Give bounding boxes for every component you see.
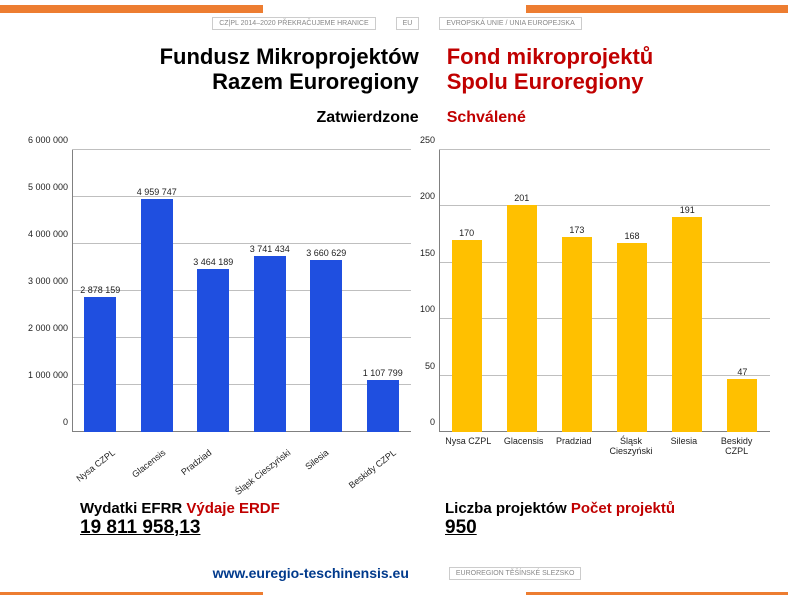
title-pl-1: Fundusz Mikroprojektów	[0, 44, 419, 69]
chart-projects: 050100150200250 17020117316819147 Nysa C…	[415, 150, 774, 490]
title-right: Fond mikroprojektů Spolu Euroregiony Sch…	[437, 44, 794, 127]
bar-group: 47	[727, 150, 757, 432]
y-tick: 3 000 000	[28, 276, 68, 286]
x-category-label: Nysa CZPL	[445, 432, 491, 490]
summary-left-value: 19 811 958,13	[80, 517, 415, 539]
x-category-label: Silesia	[671, 432, 698, 490]
bar-value-label: 3 660 629	[306, 248, 346, 258]
y-tick: 150	[420, 248, 435, 258]
bar-group: 170	[452, 150, 482, 432]
sum-right-pl: Liczba projektów	[445, 500, 567, 517]
x-category-label: Beskidy CZPL	[710, 432, 764, 490]
bar	[254, 256, 286, 432]
title-left: Fundusz Mikroprojektów Razem Euroregiony…	[0, 44, 437, 127]
footer-url: www.euregio-teschinensis.eu	[213, 565, 409, 581]
bar-value-label: 1 107 799	[363, 368, 403, 378]
bar-group: 168	[617, 150, 647, 432]
bar-group: 4 959 747	[141, 150, 173, 432]
bar	[452, 240, 482, 432]
bar	[141, 199, 173, 432]
bar-group: 3 660 629	[310, 150, 342, 432]
bar	[672, 217, 702, 432]
y-tick: 250	[420, 135, 435, 145]
logo-eu-flag: EU	[396, 17, 420, 30]
summary-left: Wydatki EFRR Výdaje ERDF 19 811 958,13	[20, 500, 415, 539]
bar-value-label: 201	[514, 193, 529, 203]
bar-value-label: 4 959 747	[137, 187, 177, 197]
bar	[507, 205, 537, 432]
x-category-label: Śląsk Cieszyński	[604, 432, 658, 490]
y-axis: 0 1 000 000 2 000 000 3 000 000 4 000 000 5 0…	[20, 150, 72, 432]
x-category-label: Glacensis	[504, 432, 544, 490]
sum-left-cz: Výdaje ERDF	[186, 500, 279, 517]
x-labels: Nysa CZPLGlacensisPradziadŚląsk Cieszyńs…	[72, 432, 411, 490]
bar-value-label: 47	[737, 367, 747, 377]
bar-value-label: 191	[680, 205, 695, 215]
x-category-label: Pradziad	[556, 432, 592, 490]
title-row: Fundusz Mikroprojektów Razem Euroregiony…	[0, 44, 794, 127]
bar-value-label: 2 878 159	[80, 285, 120, 295]
title-pl-2: Razem Euroregiony	[0, 69, 419, 94]
chart-expenditure: 0 1 000 000 2 000 000 3 000 000 4 000 000 5 0…	[20, 150, 415, 490]
sum-left-pl: Wydatki EFRR	[80, 500, 182, 517]
bar-group: 2 878 159	[84, 150, 116, 432]
summary-right-title: Liczba projektów Počet projektů	[445, 500, 774, 517]
bar-value-label: 170	[459, 228, 474, 238]
y-tick: 0	[430, 417, 435, 427]
header-logos: CZ|PL 2014–2020 PŘEKRAČUJEME HRANICE EU …	[0, 10, 794, 36]
bar-group: 1 107 799	[367, 150, 399, 432]
y-tick: 1 000 000	[28, 370, 68, 380]
bars: 170 201 173 168 191 47	[439, 150, 770, 432]
bar	[84, 297, 116, 432]
subtitle-pl: Zatwierdzone	[0, 109, 419, 127]
bar-value-label: 173	[569, 225, 584, 235]
y-tick: 4 000 000	[28, 229, 68, 239]
y-tick: 50	[425, 361, 435, 371]
bar	[367, 380, 399, 432]
bar-value-label: 3 741 434	[250, 244, 290, 254]
bar	[727, 379, 757, 432]
summary-right: Liczba projektów Počet projektů 950	[415, 500, 774, 539]
plot-area: 170 201 173 168 191 47	[439, 150, 770, 432]
y-tick: 0	[63, 417, 68, 427]
bars: 2 878 159 4 959 747 3 464 189 3 741 434 3 66…	[72, 150, 411, 432]
summary-left-title: Wydatki EFRR Výdaje ERDF	[80, 500, 415, 517]
top-stripe	[0, 0, 794, 8]
y-tick: 6 000 000	[28, 135, 68, 145]
logo-eu-text: EVROPSKÁ UNIE / UNIA EUROPEJSKA	[439, 17, 581, 30]
bar	[562, 237, 592, 432]
sum-right-cz: Počet projektů	[571, 500, 675, 517]
x-labels: Nysa CZPL Glacensis Pradziad Śląsk Cieszyńs…	[439, 432, 770, 490]
footer: www.euregio-teschinensis.eu EUROREGION T…	[0, 561, 794, 585]
title-cz-1: Fond mikroprojektů	[447, 44, 794, 69]
summary-row: Wydatki EFRR Výdaje ERDF 19 811 958,13 L…	[20, 500, 774, 539]
footer-logo: EUROREGION TĚŠÍNSKÉ SLEZSKO	[449, 567, 582, 580]
bar-group: 3 741 434	[254, 150, 286, 432]
y-axis: 050100150200250	[415, 150, 439, 432]
summary-right-value: 950	[445, 517, 774, 539]
bar-group: 191	[672, 150, 702, 432]
subtitle-cz: Schválené	[447, 109, 794, 127]
slide: CZ|PL 2014–2020 PŘEKRAČUJEME HRANICE EU …	[0, 0, 794, 595]
y-tick: 200	[420, 191, 435, 201]
bar-value-label: 168	[625, 231, 640, 241]
bar	[197, 269, 229, 432]
bottom-stripe	[0, 587, 794, 595]
y-tick: 5 000 000	[28, 182, 68, 192]
logo-czpl: CZ|PL 2014–2020 PŘEKRAČUJEME HRANICE	[212, 17, 375, 30]
charts-row: 0 1 000 000 2 000 000 3 000 000 4 000 000 5 0…	[20, 150, 774, 490]
y-tick: 100	[420, 304, 435, 314]
bar-value-label: 3 464 189	[193, 257, 233, 267]
bar	[617, 243, 647, 433]
bar-group: 173	[562, 150, 592, 432]
bar	[310, 260, 342, 432]
title-cz-2: Spolu Euroregiony	[447, 69, 794, 94]
plot-area: 2 878 159 4 959 747 3 464 189 3 741 434 3 66…	[72, 150, 411, 432]
y-tick: 2 000 000	[28, 323, 68, 333]
bar-group: 3 464 189	[197, 150, 229, 432]
bar-group: 201	[507, 150, 537, 432]
